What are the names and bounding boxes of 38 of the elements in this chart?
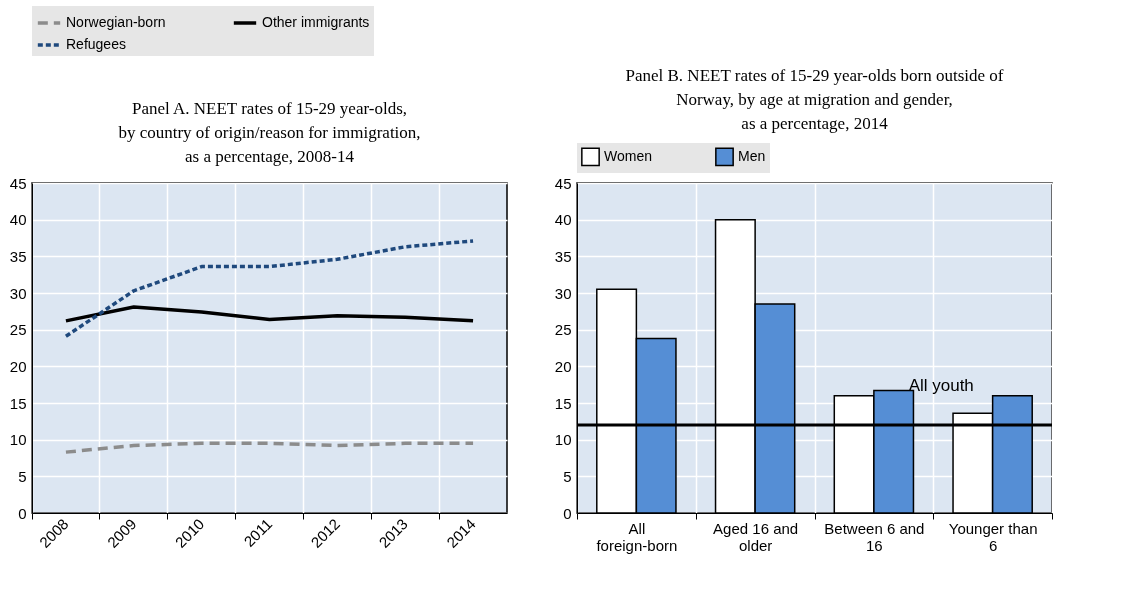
y-tick-label: 45 (554, 174, 572, 192)
y-tick-label: 35 (554, 247, 572, 265)
x-tick-label: Aged 16 and older (713, 519, 799, 554)
x-tick-label: All foreign-born (596, 519, 678, 554)
line-series (64, 305, 475, 323)
y-tick-label: 5 (18, 467, 27, 485)
y-tick-label: 35 (9, 247, 27, 265)
y-tick-label: 40 (9, 211, 27, 229)
text: as a percentage, 2014 (741, 114, 888, 133)
y-tick-label: 0 (18, 504, 27, 522)
legend-label: Refugees (66, 36, 126, 52)
legend-label: Women (604, 147, 652, 164)
y-tick-label: 25 (9, 321, 27, 339)
y-tick-label: 20 (9, 357, 27, 375)
y-tick-label: 45 (9, 174, 27, 192)
text: as a percentage, 2008-14 (185, 147, 354, 166)
y-tick-label: 40 (554, 211, 572, 229)
x-tick-label: Younger than 6 (948, 519, 1038, 554)
y-tick-label: 30 (9, 284, 27, 302)
x-tick-label: Between 6 and 16 (824, 519, 925, 554)
text: Panel A. NEET rates of 15-29 year-olds, (131, 99, 408, 118)
text: Norway, by age at migration and gender, (676, 90, 953, 109)
y-tick-label: 25 (554, 321, 572, 339)
legend-label: Men (738, 147, 766, 164)
text: by country of origin/reason for immigration, (118, 123, 421, 142)
y-tick-label: 15 (554, 394, 572, 412)
y-tick-label: 10 (554, 431, 572, 449)
y-tick-label: 30 (554, 284, 572, 302)
y-tick-label: 20 (554, 357, 572, 375)
y-tick-label: 15 (9, 394, 27, 412)
line-series (64, 239, 475, 339)
text: Panel B. NEET rates of 15-29 year-olds born outside of (625, 66, 1004, 85)
legend-label: Norwegian-born (66, 14, 166, 30)
y-tick-label: 0 (563, 504, 572, 522)
y-tick-label: 10 (9, 431, 27, 449)
ref-line-label: All youth (908, 376, 974, 395)
y-tick-label: 5 (563, 467, 572, 485)
legend-label: Other immigrants (262, 14, 370, 30)
